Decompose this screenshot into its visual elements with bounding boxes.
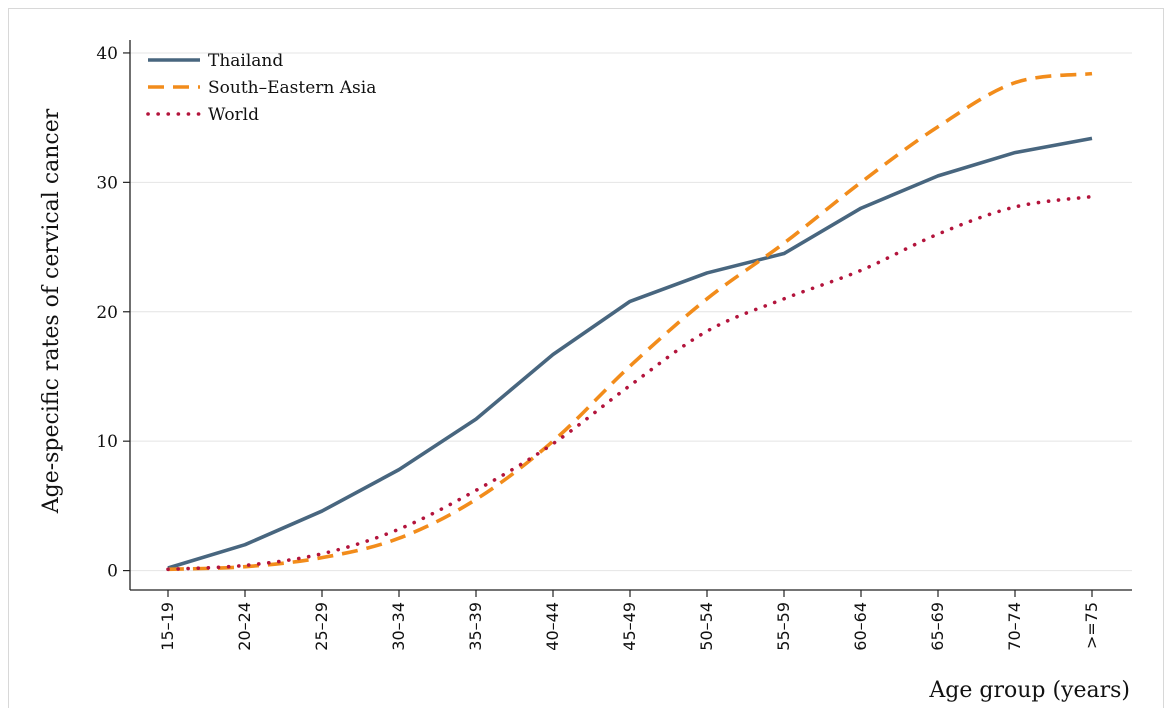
x-tick-label: 55–59 bbox=[774, 602, 793, 651]
x-tick-label: 45–49 bbox=[620, 602, 639, 651]
grid-lines bbox=[130, 52, 1132, 572]
y-tick-label: 30 bbox=[96, 173, 118, 193]
y-tick-label: 20 bbox=[96, 303, 118, 323]
x-tick-label: 25–29 bbox=[312, 602, 331, 651]
y-tick-label: 40 bbox=[96, 44, 118, 64]
legend: Thailand South–Eastern Asia World bbox=[146, 51, 376, 125]
x-tick-label: 15–19 bbox=[158, 602, 177, 651]
series-line-world bbox=[166, 194, 1094, 572]
legend-label: South–Eastern Asia bbox=[208, 78, 376, 98]
x-tick-label: >=75 bbox=[1082, 602, 1101, 649]
x-tick-label: 30–34 bbox=[389, 602, 408, 651]
series-line-south-eastern-asia bbox=[167, 71, 1093, 572]
x-tick-label: 35–39 bbox=[466, 602, 485, 651]
legend-label: World bbox=[208, 105, 259, 125]
x-tick-label: 60–64 bbox=[851, 602, 870, 651]
x-tick-label: 50–54 bbox=[697, 602, 716, 651]
x-axis-title: Age group (years) bbox=[928, 678, 1130, 703]
x-tick-label: 70–74 bbox=[1005, 602, 1024, 651]
y-axis-ticks: 0 10 20 30 40 bbox=[96, 44, 130, 582]
legend-label: Thailand bbox=[208, 51, 283, 71]
x-tick-label: 20–24 bbox=[235, 602, 254, 651]
y-tick-label: 10 bbox=[96, 432, 118, 452]
y-axis-title: Age-specific rates of cervical cancer bbox=[39, 108, 64, 514]
x-tick-label: 40–44 bbox=[543, 602, 562, 651]
axes bbox=[129, 40, 1132, 591]
x-axis-ticks: 15–19 20–24 25–29 30–34 35–39 40–44 45–49 50–54… bbox=[158, 590, 1101, 651]
series-lines bbox=[166, 71, 1094, 572]
series-line-thailand bbox=[167, 136, 1093, 570]
chart-frame bbox=[8, 8, 1164, 708]
y-tick-label: 0 bbox=[107, 562, 118, 582]
x-tick-label: 65–69 bbox=[928, 602, 947, 651]
